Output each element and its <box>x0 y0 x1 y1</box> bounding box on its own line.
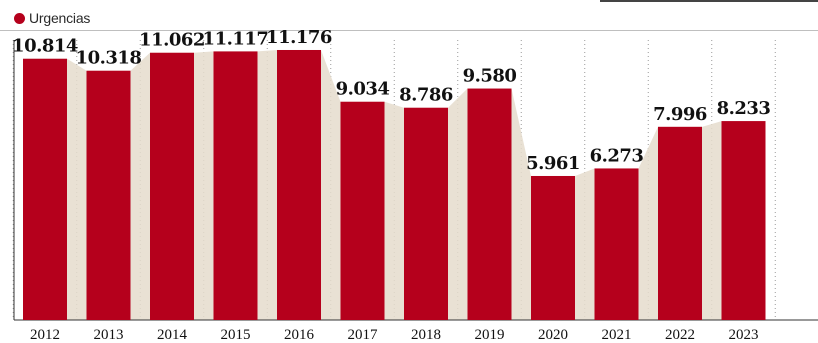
data-label-2014: 11.062 <box>139 30 205 51</box>
bar-2013 <box>86 70 131 320</box>
x-tick-2012: 2012 <box>30 327 60 343</box>
area-shape <box>23 49 766 320</box>
legend-divider <box>0 30 818 31</box>
x-tick-2022: 2022 <box>665 327 695 343</box>
bar-2012 <box>23 58 67 320</box>
legend-marker-urgencias <box>14 12 25 24</box>
bar-2023 <box>721 121 766 320</box>
data-label-2013: 10.318 <box>76 48 142 69</box>
bar-2020 <box>531 175 575 320</box>
x-tick-2018: 2018 <box>411 327 441 343</box>
legend-label: Urgencias <box>29 10 91 26</box>
background-area <box>23 49 766 320</box>
legend: Urgencias <box>14 10 90 26</box>
data-label-2020: 5.961 <box>526 153 580 174</box>
bar-2014 <box>150 52 194 321</box>
top-border-line <box>600 0 818 2</box>
data-label-2016: 11.176 <box>266 27 332 48</box>
x-tick-2015: 2015 <box>221 327 251 343</box>
x-tick-2020: 2020 <box>538 327 568 343</box>
data-label-2023: 8.233 <box>717 98 771 119</box>
bars <box>23 49 766 321</box>
x-tick-2017: 2017 <box>348 327 379 343</box>
x-tick-2023: 2023 <box>729 327 759 343</box>
bar-2016 <box>277 49 321 320</box>
bar-2017 <box>340 101 385 321</box>
data-label-2017: 9.034 <box>336 79 390 100</box>
data-label-2018: 8.786 <box>399 85 453 106</box>
x-tick-2014: 2014 <box>157 327 188 343</box>
bar-2015 <box>213 51 258 321</box>
x-tick-2013: 2013 <box>94 327 124 343</box>
data-label-2015: 11.117 <box>203 28 269 49</box>
bar-2019 <box>467 88 512 320</box>
data-label-2019: 9.580 <box>463 66 517 87</box>
data-label-2022: 7.996 <box>653 104 707 125</box>
x-tick-labels: 2012 2013 2014 2015 2016 2017 2018 2019 2020 2021… <box>30 327 759 343</box>
data-label-2021: 6.273 <box>590 145 644 166</box>
x-tick-2019: 2019 <box>475 327 505 343</box>
data-label-2012: 10.814 <box>12 36 78 57</box>
bar-2018 <box>404 107 448 320</box>
bar-2021 <box>594 168 639 320</box>
bar-2022 <box>658 126 702 320</box>
x-tick-2021: 2021 <box>602 327 632 343</box>
x-tick-2016: 2016 <box>284 327 315 343</box>
